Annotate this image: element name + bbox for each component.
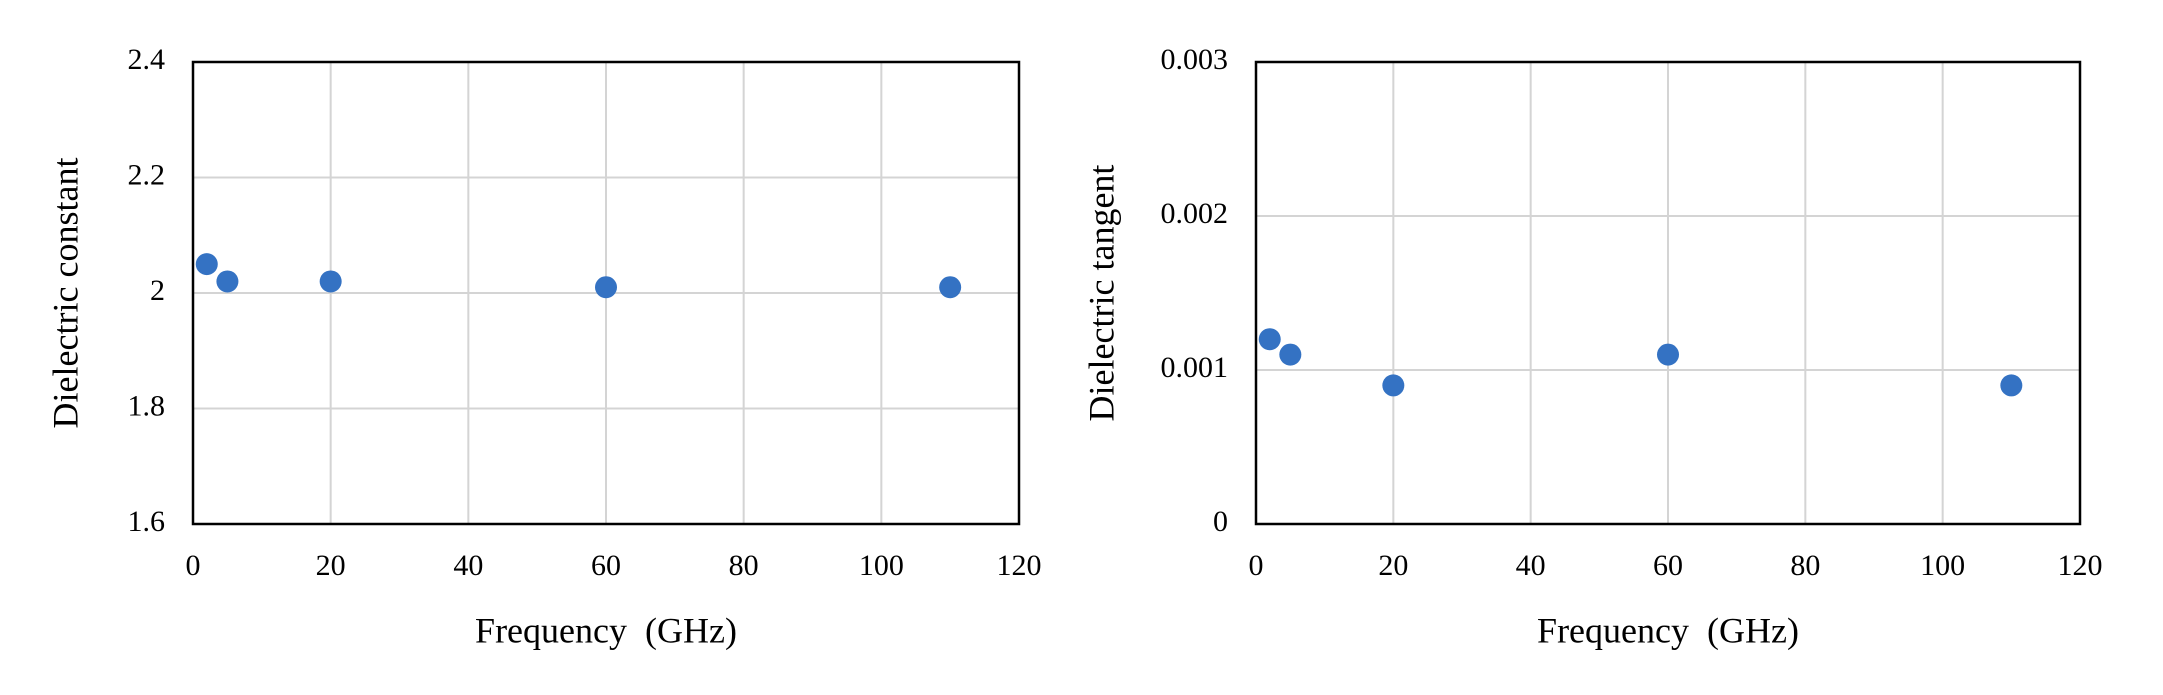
x-tick-label: 60	[591, 549, 621, 582]
x-tick-label: 20	[1378, 549, 1408, 582]
data-point	[1279, 343, 1302, 366]
y-tick-label: 0.003	[1161, 43, 1229, 76]
x-tick-label: 20	[316, 549, 346, 582]
y-tick-label: 1.6	[128, 505, 166, 538]
y-tick-label: 0.002	[1161, 197, 1229, 230]
y-axis-label: Dielectric constant	[45, 158, 85, 429]
x-tick-label: 120	[997, 549, 1042, 582]
x-tick-label: 100	[859, 549, 904, 582]
x-axis-label: Frequency (GHz)	[1537, 610, 1799, 650]
x-tick-label: 40	[1516, 549, 1546, 582]
plot-frame	[1254, 60, 2082, 526]
data-point	[319, 270, 342, 293]
data-point	[1258, 328, 1281, 351]
x-tick-label: 60	[1653, 549, 1683, 582]
x-tick-label: 0	[186, 549, 201, 582]
x-tick-label: 40	[453, 549, 483, 582]
y-tick-label: 0.001	[1161, 351, 1229, 384]
x-axis-label: Frequency (GHz)	[475, 610, 737, 650]
data-point	[2000, 374, 2023, 397]
y-axis-label: Dielectric tangent	[1081, 165, 1121, 422]
y-tick-label: 0	[1213, 505, 1228, 538]
y-tick-label: 1.8	[128, 389, 166, 422]
x-tick-label: 80	[1790, 549, 1820, 582]
plot-frame	[191, 60, 1021, 526]
y-tick-label: 2.2	[128, 158, 166, 191]
data-point	[216, 270, 239, 293]
x-tick-label: 100	[1920, 549, 1965, 582]
x-tick-label: 80	[729, 549, 759, 582]
x-tick-label: 0	[1249, 549, 1264, 582]
data-point	[195, 253, 218, 276]
data-point	[1657, 343, 1679, 366]
y-tick-label: 2	[150, 274, 165, 307]
y-tick-label: 2.4	[128, 43, 166, 76]
x-tick-label: 120	[2058, 549, 2103, 582]
data-point	[595, 276, 617, 299]
data-point	[1382, 374, 1405, 397]
data-point	[939, 276, 962, 299]
